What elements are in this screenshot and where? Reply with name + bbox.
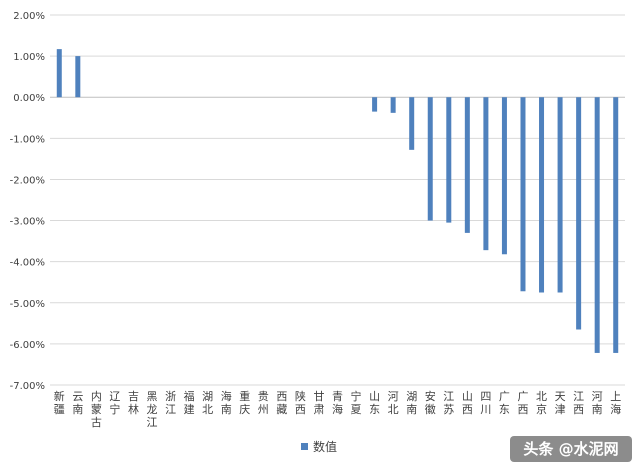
bar <box>427 97 433 221</box>
x-category-label: 西藏 <box>276 390 287 416</box>
grid-lines <box>50 14 625 386</box>
x-category-label: 江苏 <box>443 390 454 416</box>
legend-swatch <box>301 443 308 450</box>
y-tick-label: -7.00% <box>10 381 45 392</box>
y-tick-label: -3.00% <box>10 217 45 228</box>
x-category-label: 青海 <box>332 390 343 416</box>
bar <box>390 97 396 113</box>
x-category-label: 吉林 <box>128 390 139 416</box>
bar <box>520 97 526 292</box>
x-category-label: 陕西 <box>295 389 306 416</box>
x-category-label: 湖南 <box>406 390 417 416</box>
y-tick-label: 2.00% <box>13 11 45 22</box>
x-category-label: 福建 <box>184 389 195 416</box>
x-category-label: 北京 <box>536 390 547 416</box>
bar <box>557 97 563 293</box>
x-category-label: 江西 <box>573 390 584 416</box>
x-category-label: 河北 <box>388 390 399 416</box>
legend: 数值 <box>301 439 337 454</box>
legend-label: 数值 <box>313 439 337 454</box>
bar <box>75 56 81 98</box>
x-category-label: 山西 <box>462 390 473 416</box>
x-category-label: 天津 <box>555 390 566 416</box>
x-category-label: 山东 <box>369 390 380 416</box>
x-category-label: 重庆 <box>239 389 250 416</box>
x-category-label: 宁夏 <box>351 389 362 416</box>
x-category-label: 安徽 <box>425 389 436 416</box>
bar <box>539 97 545 293</box>
bar <box>446 97 452 223</box>
x-category-label: 黑龙江 <box>147 390 158 429</box>
x-category-label: 四川 <box>480 390 491 416</box>
bar <box>501 97 507 255</box>
y-tick-label: -1.00% <box>10 134 45 145</box>
x-category-label: 广东 <box>499 390 510 416</box>
bar <box>483 97 489 251</box>
x-category-label: 广西 <box>517 390 528 416</box>
x-category-label: 河南 <box>592 390 603 416</box>
bar <box>372 97 378 112</box>
x-axis-categories: 新疆云南内蒙古辽宁吉林黑龙江浙江福建湖北海南重庆贵州西藏陕西甘肃青海宁夏山东河北… <box>54 389 621 429</box>
bar <box>409 97 415 150</box>
y-tick-label: 1.00% <box>13 52 45 63</box>
y-axis-ticks: 2.00% 1.00% 0.00% -1.00% -2.00% -3.00% -4.00% -… <box>10 11 45 392</box>
x-category-label: 浙江 <box>165 390 176 416</box>
watermark-text: 头条 @水泥网 <box>523 440 618 458</box>
x-category-label: 海南 <box>221 389 232 416</box>
x-category-label: 甘肃 <box>313 390 324 416</box>
watermark: 头条 @水泥网 <box>510 436 632 462</box>
y-tick-label: -5.00% <box>10 299 45 310</box>
x-category-label: 上海 <box>610 390 621 416</box>
x-category-label: 贵州 <box>258 390 269 416</box>
bar <box>594 97 600 353</box>
x-category-label: 云南 <box>72 390 83 416</box>
y-tick-label: 0.00% <box>13 93 45 104</box>
y-tick-label: -6.00% <box>10 340 45 351</box>
bar <box>464 97 470 233</box>
y-tick-label: -2.00% <box>10 175 45 186</box>
bar <box>576 97 582 330</box>
bar <box>613 97 619 353</box>
x-category-label: 内蒙古 <box>91 389 102 429</box>
x-category-label: 新疆 <box>54 389 65 416</box>
bars <box>56 49 619 353</box>
x-category-label: 湖北 <box>202 390 213 416</box>
x-category-label: 辽宁 <box>109 390 120 416</box>
y-tick-label: -4.00% <box>10 258 45 269</box>
bar <box>56 49 62 98</box>
